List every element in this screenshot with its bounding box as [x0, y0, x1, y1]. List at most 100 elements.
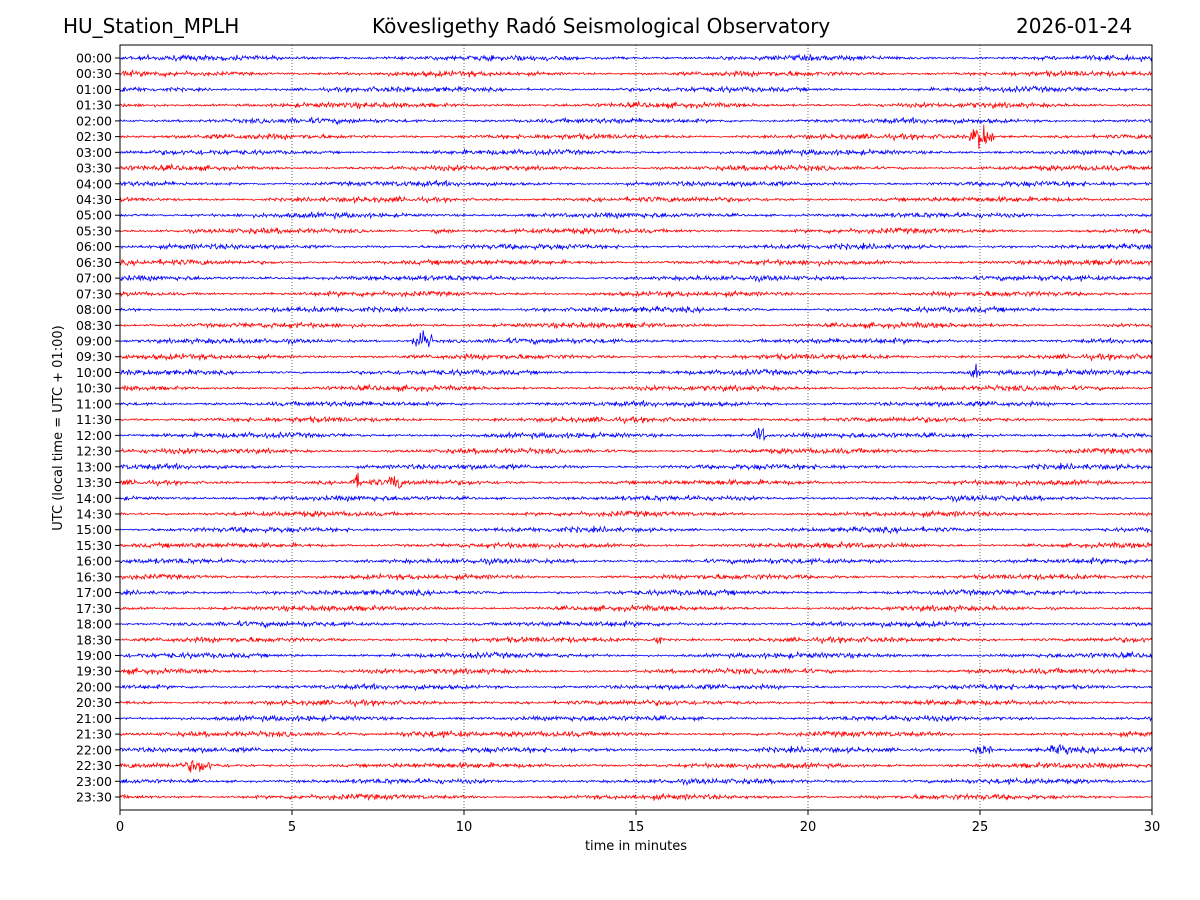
y-tick-label: 21:30: [76, 727, 112, 742]
trace-0700: [119, 273, 1152, 284]
y-tick-label: 01:30: [76, 98, 112, 113]
trace-0600: [119, 242, 1153, 251]
trace-0900: [119, 330, 1153, 347]
trace-0000: [119, 53, 1153, 63]
x-tick-label: 10: [456, 820, 473, 835]
trace-0330: [119, 162, 1153, 172]
trace-0730: [119, 290, 1152, 299]
x-axis: 0 5 10 15 20 25 30: [116, 810, 1160, 835]
y-tick-label: 13:30: [76, 475, 112, 490]
trace-0030: [119, 69, 1152, 79]
trace-1730: [119, 603, 1153, 613]
x-tick-label: 0: [116, 820, 124, 835]
y-tick-label: 00:00: [76, 51, 112, 66]
y-tick-label: 22:00: [76, 742, 112, 757]
y-tick-label: 08:30: [76, 318, 112, 333]
y-tick-label: 11:30: [76, 412, 112, 427]
y-tick-label: 14:30: [76, 506, 112, 521]
y-tick-label: 07:00: [76, 271, 112, 286]
x-axis-label: time in minutes: [585, 839, 687, 854]
trace-2330: [119, 792, 1153, 802]
trace-0200: [119, 116, 1153, 126]
trace-0930: [119, 352, 1153, 362]
chart-date: 2026-01-24: [1016, 14, 1133, 38]
trace-0630: [119, 257, 1153, 268]
trace-2000: [119, 682, 1153, 692]
trace-2100: [119, 714, 1153, 723]
y-axis: 00:0000:3001:0001:3002:0002:3003:0003:30…: [76, 51, 120, 805]
y-tick-label: 23:00: [76, 774, 112, 789]
y-tick-label: 15:00: [76, 522, 112, 537]
y-tick-label: 18:00: [76, 617, 112, 632]
x-tick-label: 30: [1144, 820, 1161, 835]
y-tick-label: 21:00: [76, 711, 112, 726]
trace-1830: [119, 635, 1153, 645]
x-tick-label: 20: [800, 820, 817, 835]
y-tick-label: 14:00: [76, 491, 112, 506]
trace-1100: [119, 399, 1152, 409]
trace-2200: [119, 744, 1153, 755]
y-tick-label: 19:00: [76, 648, 112, 663]
trace-1700: [119, 588, 1153, 598]
y-tick-label: 05:00: [76, 208, 112, 223]
y-tick-label: 03:30: [76, 161, 112, 176]
trace-1500: [119, 525, 1152, 535]
y-tick-label: 02:00: [76, 113, 112, 128]
trace-0530: [119, 227, 1153, 236]
trace-1930: [119, 667, 1152, 676]
trace-1330: [119, 472, 1153, 489]
traces: [119, 53, 1153, 802]
trace-1400: [119, 494, 1152, 504]
y-tick-label: 17:00: [76, 585, 112, 600]
y-tick-label: 00:30: [76, 66, 112, 81]
y-tick-label: 15:30: [76, 538, 112, 553]
y-tick-label: 19:30: [76, 664, 112, 679]
y-axis-label: UTC (local time = UTC + 01:00): [51, 325, 66, 530]
trace-1630: [119, 572, 1153, 582]
y-tick-label: 20:00: [76, 679, 112, 694]
trace-1300: [120, 462, 1153, 472]
y-tick-label: 20:30: [76, 695, 112, 710]
trace-1900: [119, 650, 1153, 660]
trace-0100: [119, 85, 1153, 94]
trace-0130: [119, 100, 1152, 110]
y-tick-label: 18:30: [76, 632, 112, 647]
trace-0400: [119, 179, 1152, 189]
trace-1000: [119, 363, 1152, 378]
y-tick-label: 03:00: [76, 145, 112, 160]
y-tick-label: 22:30: [76, 758, 112, 773]
y-tick-label: 04:00: [76, 176, 112, 191]
y-tick-label: 16:30: [76, 569, 112, 584]
x-tick-label: 25: [972, 820, 989, 835]
station-name: HU_Station_MPLH: [63, 14, 240, 38]
y-tick-label: 10:00: [76, 365, 112, 380]
y-tick-label: 12:30: [76, 444, 112, 459]
trace-0300: [119, 147, 1153, 158]
trace-1200: [119, 427, 1152, 442]
trace-1800: [119, 619, 1153, 629]
x-tick-label: 15: [628, 820, 645, 835]
x-tick-label: 5: [288, 820, 296, 835]
y-tick-label: 01:00: [76, 82, 112, 97]
trace-0230: [120, 124, 1153, 150]
trace-1600: [119, 556, 1153, 567]
y-tick-label: 09:30: [76, 349, 112, 364]
y-tick-label: 13:00: [76, 459, 112, 474]
y-tick-label: 06:30: [76, 255, 112, 270]
trace-1530: [119, 540, 1153, 551]
y-tick-label: 16:00: [76, 554, 112, 569]
y-tick-label: 11:00: [76, 396, 112, 411]
trace-1230: [119, 446, 1153, 456]
trace-2030: [119, 698, 1153, 708]
y-tick-label: 02:30: [76, 129, 112, 144]
trace-2230: [119, 759, 1153, 773]
trace-0830: [119, 320, 1153, 330]
chart-title: Kövesligethy Radó Seismological Observat…: [372, 14, 831, 38]
y-tick-label: 09:00: [76, 334, 112, 349]
trace-1130: [119, 415, 1153, 425]
trace-2130: [119, 729, 1153, 739]
trace-0430: [119, 195, 1153, 205]
y-tick-label: 06:00: [76, 239, 112, 254]
grid-lines: [291, 45, 981, 810]
